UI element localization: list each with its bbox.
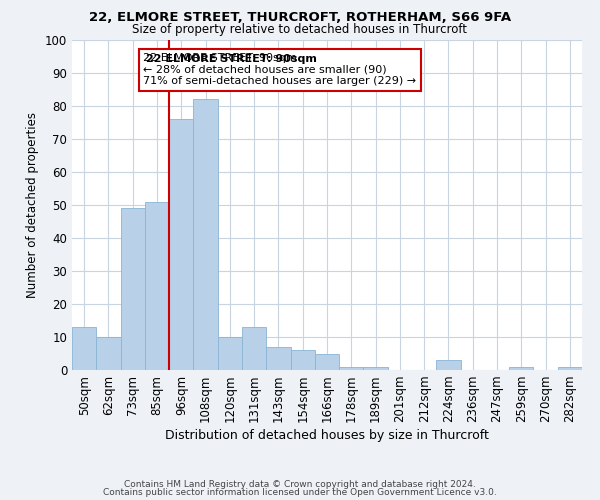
Bar — [290, 350, 315, 370]
Text: 22, ELMORE STREET, THURCROFT, ROTHERHAM, S66 9FA: 22, ELMORE STREET, THURCROFT, ROTHERHAM,… — [89, 11, 511, 24]
Y-axis label: Number of detached properties: Number of detached properties — [26, 112, 40, 298]
Text: Contains public sector information licensed under the Open Government Licence v3: Contains public sector information licen… — [103, 488, 497, 497]
Bar — [218, 337, 242, 370]
Bar — [169, 119, 193, 370]
Bar — [242, 327, 266, 370]
Bar — [96, 337, 121, 370]
Bar — [266, 347, 290, 370]
X-axis label: Distribution of detached houses by size in Thurcroft: Distribution of detached houses by size … — [165, 430, 489, 442]
Bar — [339, 366, 364, 370]
Text: 22 ELMORE STREET: 90sqm: 22 ELMORE STREET: 90sqm — [146, 54, 317, 64]
Bar — [558, 366, 582, 370]
Text: Contains HM Land Registry data © Crown copyright and database right 2024.: Contains HM Land Registry data © Crown c… — [124, 480, 476, 489]
Text: 22 ELMORE STREET: 90sqm
← 28% of detached houses are smaller (90)
71% of semi-de: 22 ELMORE STREET: 90sqm ← 28% of detache… — [143, 53, 416, 86]
Text: Size of property relative to detached houses in Thurcroft: Size of property relative to detached ho… — [133, 22, 467, 36]
Bar — [121, 208, 145, 370]
Bar — [364, 366, 388, 370]
Bar — [436, 360, 461, 370]
Bar — [72, 327, 96, 370]
Bar — [315, 354, 339, 370]
Bar — [509, 366, 533, 370]
Bar — [193, 100, 218, 370]
Bar — [145, 202, 169, 370]
